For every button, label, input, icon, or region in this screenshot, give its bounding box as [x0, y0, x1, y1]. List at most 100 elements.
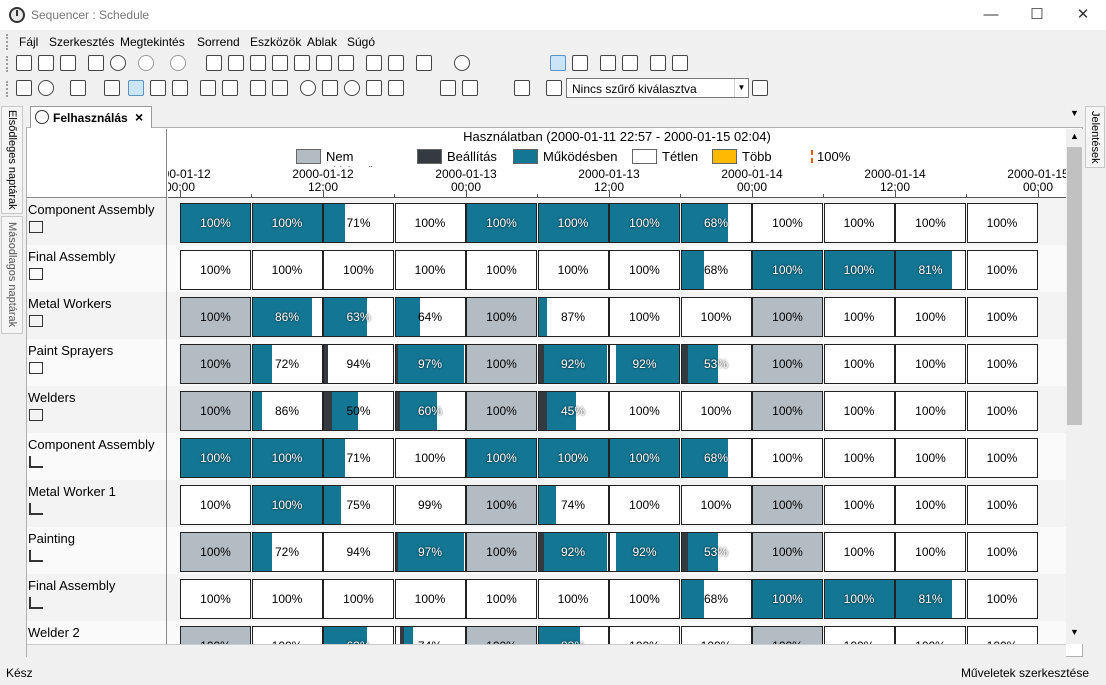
resource-row[interactable]: Painting 100% 72% 94% 97% 100% 92% 92% 53% 100% 10… — [27, 527, 1066, 574]
utilization-cell[interactable]: 100% — [466, 579, 537, 619]
utilization-cell[interactable]: 100% — [180, 579, 251, 619]
resource-row[interactable]: Metal Workers 100% 86% 63% 64% 100% 87% 100% 100… — [27, 292, 1066, 339]
resource-label[interactable]: Final Assembly — [27, 574, 167, 621]
utilization-cell[interactable]: 100% — [609, 203, 680, 243]
tools-icon[interactable] — [416, 55, 432, 71]
utilization-cell[interactable]: 100% — [394, 579, 466, 619]
utilization-cell[interactable]: 100% — [466, 297, 537, 337]
utilization-cell[interactable]: 100% — [537, 203, 609, 243]
resource-label[interactable]: Component Assembly — [27, 198, 167, 245]
utilization-cell[interactable]: 100% — [823, 485, 895, 525]
copy-icon[interactable] — [250, 80, 266, 96]
utilization-cell[interactable]: 100% — [752, 579, 823, 619]
utilization-cell[interactable]: 100% — [180, 250, 251, 290]
collapse-rows-icon[interactable] — [672, 55, 688, 71]
utilization-cell[interactable]: 100% — [609, 485, 680, 525]
resource-label[interactable]: Metal Workers — [27, 292, 167, 339]
utilization-cell[interactable]: 83% — [537, 626, 609, 644]
utilization-cell[interactable]: 100% — [823, 203, 895, 243]
utilization-cell[interactable]: 100% — [752, 391, 823, 431]
utilization-cell[interactable]: 100% — [966, 344, 1038, 384]
utilization-cell[interactable]: 100% — [609, 297, 680, 337]
utilization-cell[interactable]: 100% — [180, 344, 251, 384]
resource-row[interactable]: Component Assembly 100% 100% 71% 100% 100% 100… — [27, 198, 1066, 245]
resource-label[interactable]: Welder 2 — [27, 621, 167, 644]
utilization-cell[interactable]: 94% — [323, 344, 394, 384]
utilization-cell[interactable]: 100% — [180, 203, 251, 243]
utilization-cell[interactable]: 94% — [323, 532, 394, 572]
menu-order[interactable]: Sorrend — [197, 35, 240, 49]
menu-window[interactable]: Ablak — [307, 35, 338, 49]
save-icon[interactable] — [60, 55, 76, 71]
menu-file[interactable]: Fájl — [19, 35, 39, 49]
utilization-cell[interactable]: 64% — [394, 297, 466, 337]
zoom-out-icon[interactable] — [622, 55, 638, 71]
utilization-cell[interactable]: 100% — [823, 344, 895, 384]
utilization-cell[interactable]: 100% — [752, 626, 823, 644]
utilization-cell[interactable]: 100% — [895, 391, 966, 431]
utilization-cell[interactable]: 100% — [609, 250, 680, 290]
utilization-cell[interactable]: 60% — [394, 391, 466, 431]
utilization-cell[interactable]: 100% — [752, 203, 823, 243]
expand-rows-icon[interactable] — [650, 55, 666, 71]
move-icon[interactable] — [172, 80, 188, 96]
utilization-cell[interactable]: 100% — [966, 485, 1038, 525]
utilization-cell[interactable]: 100% — [251, 485, 323, 525]
sequence-icon[interactable] — [16, 80, 32, 96]
utilization-cell[interactable]: 99% — [394, 485, 466, 525]
check-icon[interactable] — [110, 55, 126, 71]
utilization-cell[interactable]: 71% — [323, 438, 394, 478]
utilization-cell[interactable]: 100% — [680, 626, 752, 644]
undo-icon[interactable] — [138, 55, 154, 71]
utilization-cell[interactable]: 53% — [680, 532, 752, 572]
filter-icon[interactable] — [514, 80, 530, 96]
menu-view[interactable]: Megtekintés — [120, 35, 185, 49]
utilization-cell[interactable]: 71% — [323, 203, 394, 243]
utilization-cell[interactable]: 86% — [251, 391, 323, 431]
utilization-cell[interactable]: 100% — [323, 250, 394, 290]
utilization-cell[interactable]: 100% — [966, 626, 1038, 644]
utilization-cell[interactable]: 45% — [537, 391, 609, 431]
menu-tools[interactable]: Eszközök — [250, 35, 302, 49]
filter-clear-icon[interactable] — [752, 80, 768, 96]
utilization-cell[interactable]: 100% — [394, 250, 466, 290]
utilization-cell[interactable]: 100% — [680, 485, 752, 525]
utilization-cell[interactable]: 100% — [537, 438, 609, 478]
utilization-cell[interactable]: 81% — [895, 579, 966, 619]
resource-label[interactable]: Final Assembly — [27, 245, 167, 292]
horizontal-scrollbar[interactable] — [27, 644, 1066, 657]
print-icon[interactable] — [88, 55, 104, 71]
layout-icon[interactable] — [440, 80, 456, 96]
open-icon[interactable] — [16, 55, 32, 71]
utilization-cell[interactable]: 100% — [466, 532, 537, 572]
link-icon[interactable] — [200, 80, 216, 96]
utilization-cell[interactable]: 100% — [251, 203, 323, 243]
utilization-cell[interactable]: 74% — [394, 626, 466, 644]
utilization-cell[interactable]: 53% — [680, 344, 752, 384]
utilization-cell[interactable]: 100% — [895, 532, 966, 572]
filter-select[interactable]: Nincs szűrő kiválasztva ▼ — [566, 78, 749, 98]
utilization-cell[interactable]: 92% — [537, 532, 609, 572]
utilization-cell[interactable]: 100% — [752, 297, 823, 337]
utilization-cell[interactable]: 74% — [537, 485, 609, 525]
play-icon[interactable] — [38, 80, 54, 96]
resource-row[interactable]: Component Assembly 100% 100% 71% 100% 100% 100… — [27, 433, 1066, 480]
schedule-icon[interactable] — [104, 80, 120, 96]
utilization-cell[interactable]: 100% — [752, 438, 823, 478]
utilization-cell[interactable]: 100% — [895, 297, 966, 337]
resource-row[interactable]: Final Assembly 100% 100% 100% 100% 100% 100% 10… — [27, 574, 1066, 621]
utilization-cell[interactable]: 100% — [680, 391, 752, 431]
utilization-cell[interactable]: 92% — [537, 344, 609, 384]
utilization-cell[interactable]: 100% — [752, 485, 823, 525]
confirm-icon[interactable] — [300, 80, 316, 96]
clock-view-icon[interactable] — [338, 55, 354, 71]
utilization-cell[interactable]: 100% — [609, 626, 680, 644]
utilization-cell[interactable]: 100% — [466, 250, 537, 290]
utilization-cell[interactable]: 100% — [752, 532, 823, 572]
filter-edit-icon[interactable] — [546, 80, 562, 96]
utilization-cell[interactable]: 100% — [823, 532, 895, 572]
utilization-cell[interactable]: 92% — [609, 344, 680, 384]
utilization-cell[interactable]: 100% — [895, 203, 966, 243]
settings-icon[interactable] — [322, 80, 338, 96]
utilization-cell[interactable]: 72% — [251, 532, 323, 572]
